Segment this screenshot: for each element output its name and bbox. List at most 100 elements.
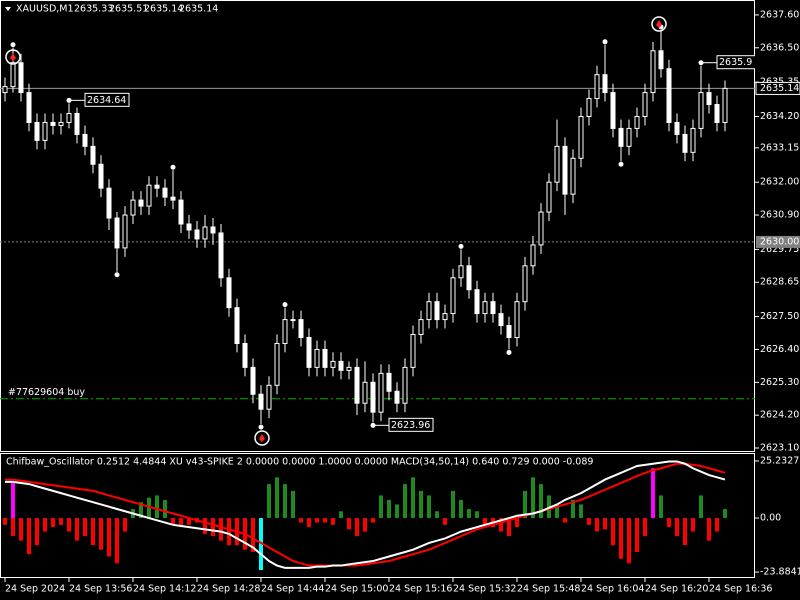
histogram-bar (707, 518, 711, 541)
x-tick-label: 24 Sep 15:16 (389, 584, 452, 595)
candle-body (242, 342, 248, 368)
slow-line (5, 462, 726, 567)
histogram-bar (403, 484, 407, 519)
histogram-bar (179, 518, 183, 528)
candle-body (490, 301, 496, 315)
histogram-bar (627, 518, 631, 564)
histogram-bar (19, 518, 23, 541)
candle-body (34, 121, 40, 141)
candle-body (474, 289, 480, 315)
header-price: 2635.51 (109, 4, 148, 15)
candle-body (154, 184, 160, 189)
level-price: 2630.00 (760, 236, 799, 247)
candle-body (66, 112, 72, 123)
histogram-bar (667, 518, 671, 528)
histogram-bar (587, 518, 591, 525)
histogram-bar (339, 511, 343, 519)
x-tick-label: 24 Sep 14:12 (133, 584, 196, 595)
main-plot: #77629604 buy 2634.64 2635.9 2623.96 (0, 24, 755, 432)
axes: 2637.602636.502635.352634.202633.152632.… (4, 9, 800, 595)
fractal-low (506, 349, 512, 355)
candle-body (722, 87, 728, 123)
y-tick-label: 2623.10 (760, 443, 799, 454)
y-tick-label: 2632.00 (760, 177, 799, 188)
histogram-bar (675, 518, 679, 537)
y-tick-label: 2633.15 (760, 142, 799, 153)
bid-box (755, 81, 800, 95)
candle-body (418, 319, 424, 336)
signal-arrow (10, 53, 16, 61)
histogram-bar (467, 508, 471, 519)
histogram-bar (595, 518, 599, 532)
x-tick-label: 24 Sep 14:28 (197, 584, 260, 595)
candle-body (562, 145, 568, 195)
candle-body (650, 50, 656, 94)
fractal-high (170, 164, 176, 170)
histogram-bar (427, 495, 431, 519)
spike-bar (651, 468, 655, 519)
histogram-bar (283, 484, 287, 519)
candle-body (346, 366, 352, 371)
histogram-bar (91, 518, 95, 546)
candle-body (674, 121, 680, 135)
histogram-bar (115, 518, 119, 564)
candle-body (602, 74, 608, 94)
histogram-bar (611, 518, 615, 546)
histogram-bar (275, 477, 279, 519)
candle-body (618, 127, 624, 147)
candle-body (354, 366, 360, 404)
main-frame (0, 0, 755, 452)
x-tick-label: 24 Sep 2024 (5, 584, 65, 595)
candle-body (330, 360, 336, 368)
label-box (84, 92, 130, 107)
histogram-bar (483, 518, 487, 525)
x-tick-label: 24 Sep 15:48 (517, 584, 580, 595)
signal-circle (651, 16, 667, 32)
candle-body (210, 226, 216, 234)
osc-y-tick-label: -23.8841 (760, 567, 800, 578)
histogram-bar (635, 518, 639, 552)
histogram-bar (523, 490, 527, 519)
y-tick-label: 2625.30 (760, 377, 799, 388)
histogram-bar (355, 518, 359, 537)
candle-body (514, 301, 520, 339)
signal-arrow (259, 434, 265, 442)
header-price: 2635.14 (179, 4, 218, 15)
candle-body (162, 187, 168, 198)
candle-body (178, 199, 184, 225)
histogram-bar (83, 518, 87, 537)
candle-body (290, 319, 296, 322)
histogram-bar (683, 518, 687, 546)
oscillator-frame (0, 453, 755, 578)
candle-body (466, 265, 472, 291)
histogram-bar (691, 518, 695, 532)
histogram-bar (219, 518, 223, 541)
histogram-bar (659, 495, 663, 519)
signal-circle (254, 430, 270, 446)
candle-body (50, 121, 56, 126)
candle-body (706, 92, 712, 106)
histogram-bar (139, 502, 143, 519)
candle-body (226, 277, 232, 309)
candle-body (186, 223, 192, 231)
candle-body (58, 121, 64, 126)
candle-body (306, 337, 312, 368)
histogram-bar (267, 484, 271, 519)
candle-body (690, 127, 696, 153)
label-box (716, 55, 755, 70)
candle-body (658, 50, 664, 70)
candle-body (642, 92, 648, 117)
histogram-bar (363, 518, 367, 532)
histogram-bar (715, 518, 719, 532)
histogram-bar (531, 477, 535, 519)
histogram-bar (59, 518, 63, 525)
candle-body (74, 112, 80, 135)
x-tick-label: 24 Sep 16:04 (581, 584, 644, 595)
x-tick-label: 24 Sep 16:20 (645, 584, 708, 595)
candle-body (146, 184, 152, 207)
x-tick-label: 24 Sep 15:00 (325, 584, 388, 595)
menu-arrow[interactable] (5, 7, 11, 11)
header-price: 2635.33 (74, 4, 113, 15)
candle-body (42, 121, 48, 141)
